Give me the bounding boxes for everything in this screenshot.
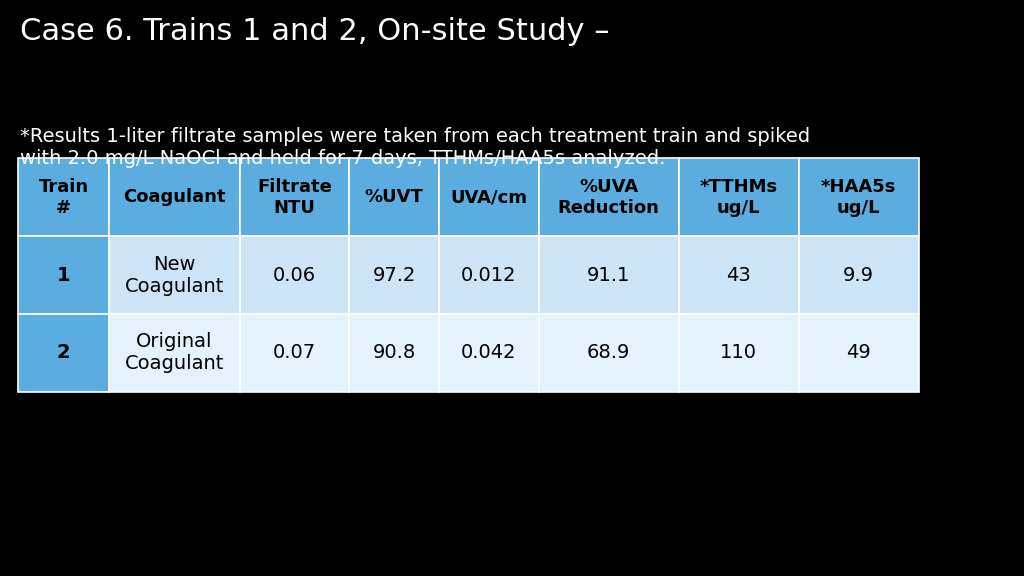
Text: Filtrate
NTU: Filtrate NTU [257, 178, 332, 217]
Text: *Results 1-liter filtrate samples were taken from each treatment train and spike: *Results 1-liter filtrate samples were t… [20, 127, 811, 168]
Text: 0.042: 0.042 [461, 343, 517, 362]
Text: *HAA5s
ug/L: *HAA5s ug/L [821, 178, 896, 217]
Text: 43: 43 [726, 266, 752, 285]
Text: Case 6. Trains 1 and 2, On-site Study –: Case 6. Trains 1 and 2, On-site Study – [20, 17, 610, 46]
Text: 90.8: 90.8 [373, 343, 416, 362]
Text: New
Coagulant: New Coagulant [124, 255, 224, 295]
Text: 9.9: 9.9 [843, 266, 874, 285]
Text: 91.1: 91.1 [587, 266, 631, 285]
Text: 68.9: 68.9 [587, 343, 631, 362]
Text: Coagulant: Coagulant [123, 188, 225, 206]
Text: 2: 2 [56, 343, 71, 362]
Text: 1: 1 [56, 266, 71, 285]
Text: %UVT: %UVT [365, 188, 424, 206]
Text: *TTHMs
ug/L: *TTHMs ug/L [699, 178, 778, 217]
Text: 49: 49 [846, 343, 871, 362]
Text: %UVA
Reduction: %UVA Reduction [558, 178, 659, 217]
Text: 0.012: 0.012 [461, 266, 517, 285]
Text: 97.2: 97.2 [373, 266, 416, 285]
Text: Train
#: Train # [39, 178, 88, 217]
Text: 110: 110 [720, 343, 758, 362]
Text: Original
Coagulant: Original Coagulant [124, 332, 224, 373]
Text: 0.07: 0.07 [272, 343, 316, 362]
Text: UVA/cm: UVA/cm [451, 188, 527, 206]
Text: 0.06: 0.06 [272, 266, 316, 285]
